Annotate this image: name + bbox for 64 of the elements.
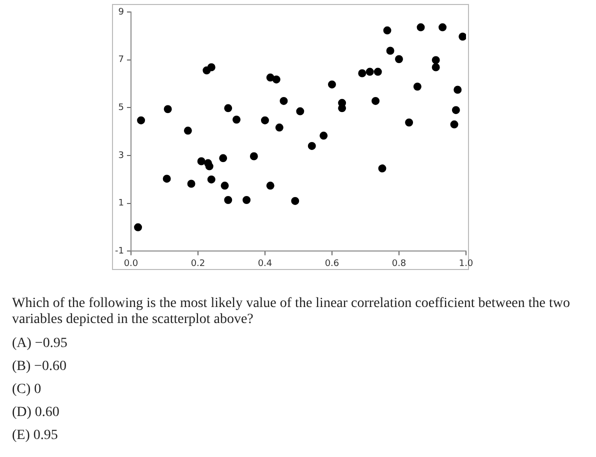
x-tick-label: 0.0 — [124, 258, 138, 269]
y-tick-label: 7 — [118, 55, 124, 66]
point — [405, 118, 414, 127]
point — [266, 182, 274, 190]
point — [224, 196, 232, 204]
point — [458, 32, 466, 41]
point — [187, 180, 196, 188]
text: Which of the following is the most likely value of the linear correlation coefficient between the two variables depicted in the scatterplot above? — [12, 296, 572, 328]
point — [450, 120, 458, 128]
point — [432, 56, 440, 64]
point — [372, 96, 380, 105]
point — [220, 182, 229, 190]
point — [383, 26, 392, 34]
point — [432, 63, 440, 72]
text: (E) 0.95 — [12, 428, 59, 444]
point — [374, 68, 382, 76]
y-tick-label: 9 — [118, 7, 124, 18]
point — [275, 124, 284, 132]
point — [224, 104, 232, 112]
text: (D) 0.60 — [12, 405, 60, 421]
y-tick-label: -1 — [114, 246, 124, 257]
point — [438, 23, 447, 32]
point — [308, 142, 316, 150]
point — [266, 74, 274, 82]
y-tick-label: 1 — [118, 198, 124, 209]
point — [328, 80, 336, 88]
point — [207, 175, 216, 184]
point — [366, 68, 374, 76]
point — [205, 162, 214, 170]
point — [207, 63, 216, 72]
x-tick-label: 0.6 — [324, 258, 340, 269]
point — [394, 55, 403, 64]
point — [320, 132, 328, 140]
x-tick-label: 0.2 — [190, 258, 206, 269]
point — [260, 116, 269, 124]
point — [454, 86, 462, 94]
y-tick-label: 5 — [118, 103, 124, 114]
point — [250, 152, 258, 160]
point — [386, 46, 394, 55]
point — [291, 196, 300, 205]
point — [134, 223, 142, 232]
point — [164, 105, 172, 114]
point — [137, 116, 146, 124]
point — [219, 154, 228, 162]
point — [197, 157, 206, 166]
x-tick-label: 0.8 — [392, 258, 406, 269]
point — [452, 106, 460, 114]
x-tick-label: 0.4 — [258, 258, 272, 269]
point — [184, 126, 192, 135]
point — [358, 69, 366, 78]
point — [162, 174, 171, 183]
point — [272, 75, 280, 84]
point — [280, 96, 288, 105]
y-tick-label: 3 — [118, 150, 124, 161]
point — [416, 23, 425, 32]
x-tick-label: 1.0 — [458, 258, 474, 269]
point — [232, 116, 241, 124]
text: (A) −0.95 — [12, 336, 68, 352]
point — [413, 82, 422, 91]
point — [296, 107, 304, 116]
point — [378, 164, 386, 172]
point — [242, 196, 251, 204]
text: (C) 0 — [12, 382, 42, 398]
text: (B) −0.60 — [12, 359, 68, 375]
